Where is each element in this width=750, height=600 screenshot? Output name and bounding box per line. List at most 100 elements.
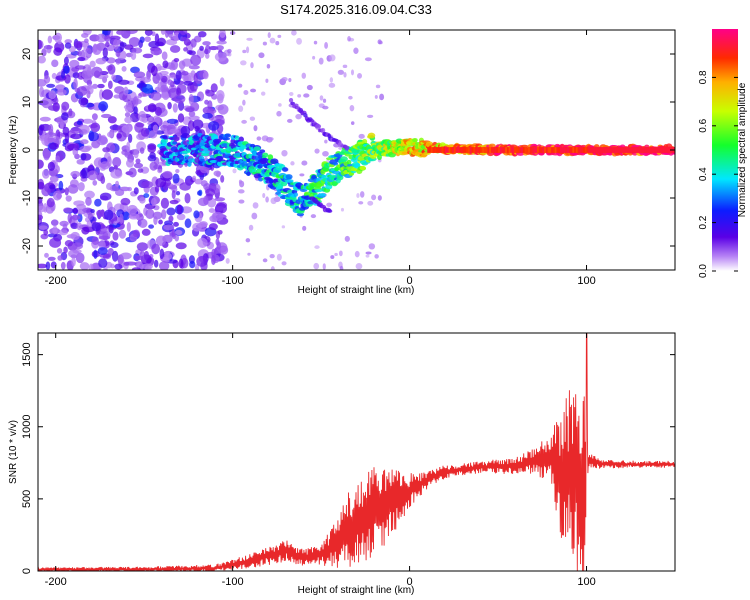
snr-y-label: SNR (10 * v/v) [8,420,19,484]
noise-blob [149,161,158,171]
noise-blob [56,193,62,199]
trace-blob [212,138,222,144]
noise-blob [289,91,294,96]
noise-blob [125,158,134,168]
noise-blob [38,39,43,50]
trace-band-segment [618,147,621,153]
noise-blob [343,72,347,78]
noise-blob [214,52,227,62]
noise-blob [56,248,63,254]
noise-blob [94,198,102,207]
noise-blob [126,141,131,153]
noise-blob [190,38,197,48]
noise-blob [115,180,120,188]
trace-band-segment [489,147,492,153]
noise-blob [112,39,119,50]
noise-blob [124,112,131,118]
noise-blob [269,253,275,259]
spectrogram-y-label: Frequency (Hz) [8,116,19,185]
trace-band-segment [439,147,443,153]
noise-blob [140,127,150,137]
noise-blob [113,94,122,99]
noise-blob [367,114,374,118]
noise-blob [47,135,54,144]
noise-blob [175,168,180,174]
noise-blob [165,39,178,46]
trace-band-segment [625,147,628,153]
noise-blob [96,136,108,146]
trace-blob [296,212,305,217]
noise-blob [216,241,221,250]
trace-blob [200,152,210,157]
noise-blob [225,257,230,264]
noise-blob [301,160,308,166]
trace-band-segment [545,147,549,153]
noise-blob [107,80,113,90]
noise-blob [99,89,104,100]
noise-blob [96,33,107,43]
noise-blob [115,58,121,65]
trace-band-segment [429,147,432,153]
trace-band-segment [551,147,554,153]
trace-band-segment [620,147,623,153]
noise-blob [238,199,245,204]
trace-band-segment [467,147,471,153]
noise-blob [127,133,133,143]
noise-blob [128,213,140,220]
snr-x-tick-label: -200 [45,576,67,588]
noise-blob [80,152,87,161]
noise-blob [41,97,53,109]
noise-blob [278,103,282,107]
trace-band-segment [487,147,490,153]
noise-blob [70,214,81,220]
colorbar-tick-label: 0.2 [698,215,709,229]
trace-band-segment [430,147,434,153]
noise-blob [192,222,202,232]
trace-band-segment [554,147,558,153]
noise-blob [171,190,176,200]
noise-blob [350,69,355,76]
noise-blob [167,30,174,38]
noise-blob [281,76,288,82]
noise-blob [164,252,173,260]
noise-blob [127,186,133,192]
colorbar-tick-label: 0.8 [698,70,709,84]
noise-blob [71,256,76,267]
trace-band-segment [646,147,650,153]
trace-band-segment [538,147,542,153]
noise-blob [358,201,364,205]
colorbar-tick-label: 0.6 [698,118,709,132]
noise-blob [267,32,271,39]
noise-blob [48,123,54,134]
noise-blob [55,155,60,163]
noise-blob [196,255,208,267]
noise-blob [98,101,109,112]
trace-band-segment [483,147,487,153]
noise-blob [174,229,183,235]
noise-blob [318,57,324,65]
trace-band-segment [584,147,588,153]
noise-blob [95,57,107,65]
branch-blob [320,127,326,134]
noise-blob [334,252,338,257]
trace-band-segment [567,147,570,153]
noise-blob [136,82,147,88]
noise-blob [134,122,144,133]
noise-blob [51,59,59,68]
noise-blob [140,166,150,174]
trace-band-segment [503,147,506,153]
noise-blob [371,194,377,201]
trace-blob [357,155,366,162]
noise-blob [88,263,94,270]
branch-blob [309,119,315,123]
trace-blob [314,189,323,193]
noise-blob [50,261,57,269]
noise-blob [108,224,114,234]
noise-blob [215,171,221,178]
trace-band-segment [621,147,625,153]
noise-blob [63,246,68,254]
noise-blob [299,173,305,177]
noise-blob [72,208,79,214]
spectrogram-x-tick-label: -100 [222,275,244,287]
noise-blob [51,72,57,80]
